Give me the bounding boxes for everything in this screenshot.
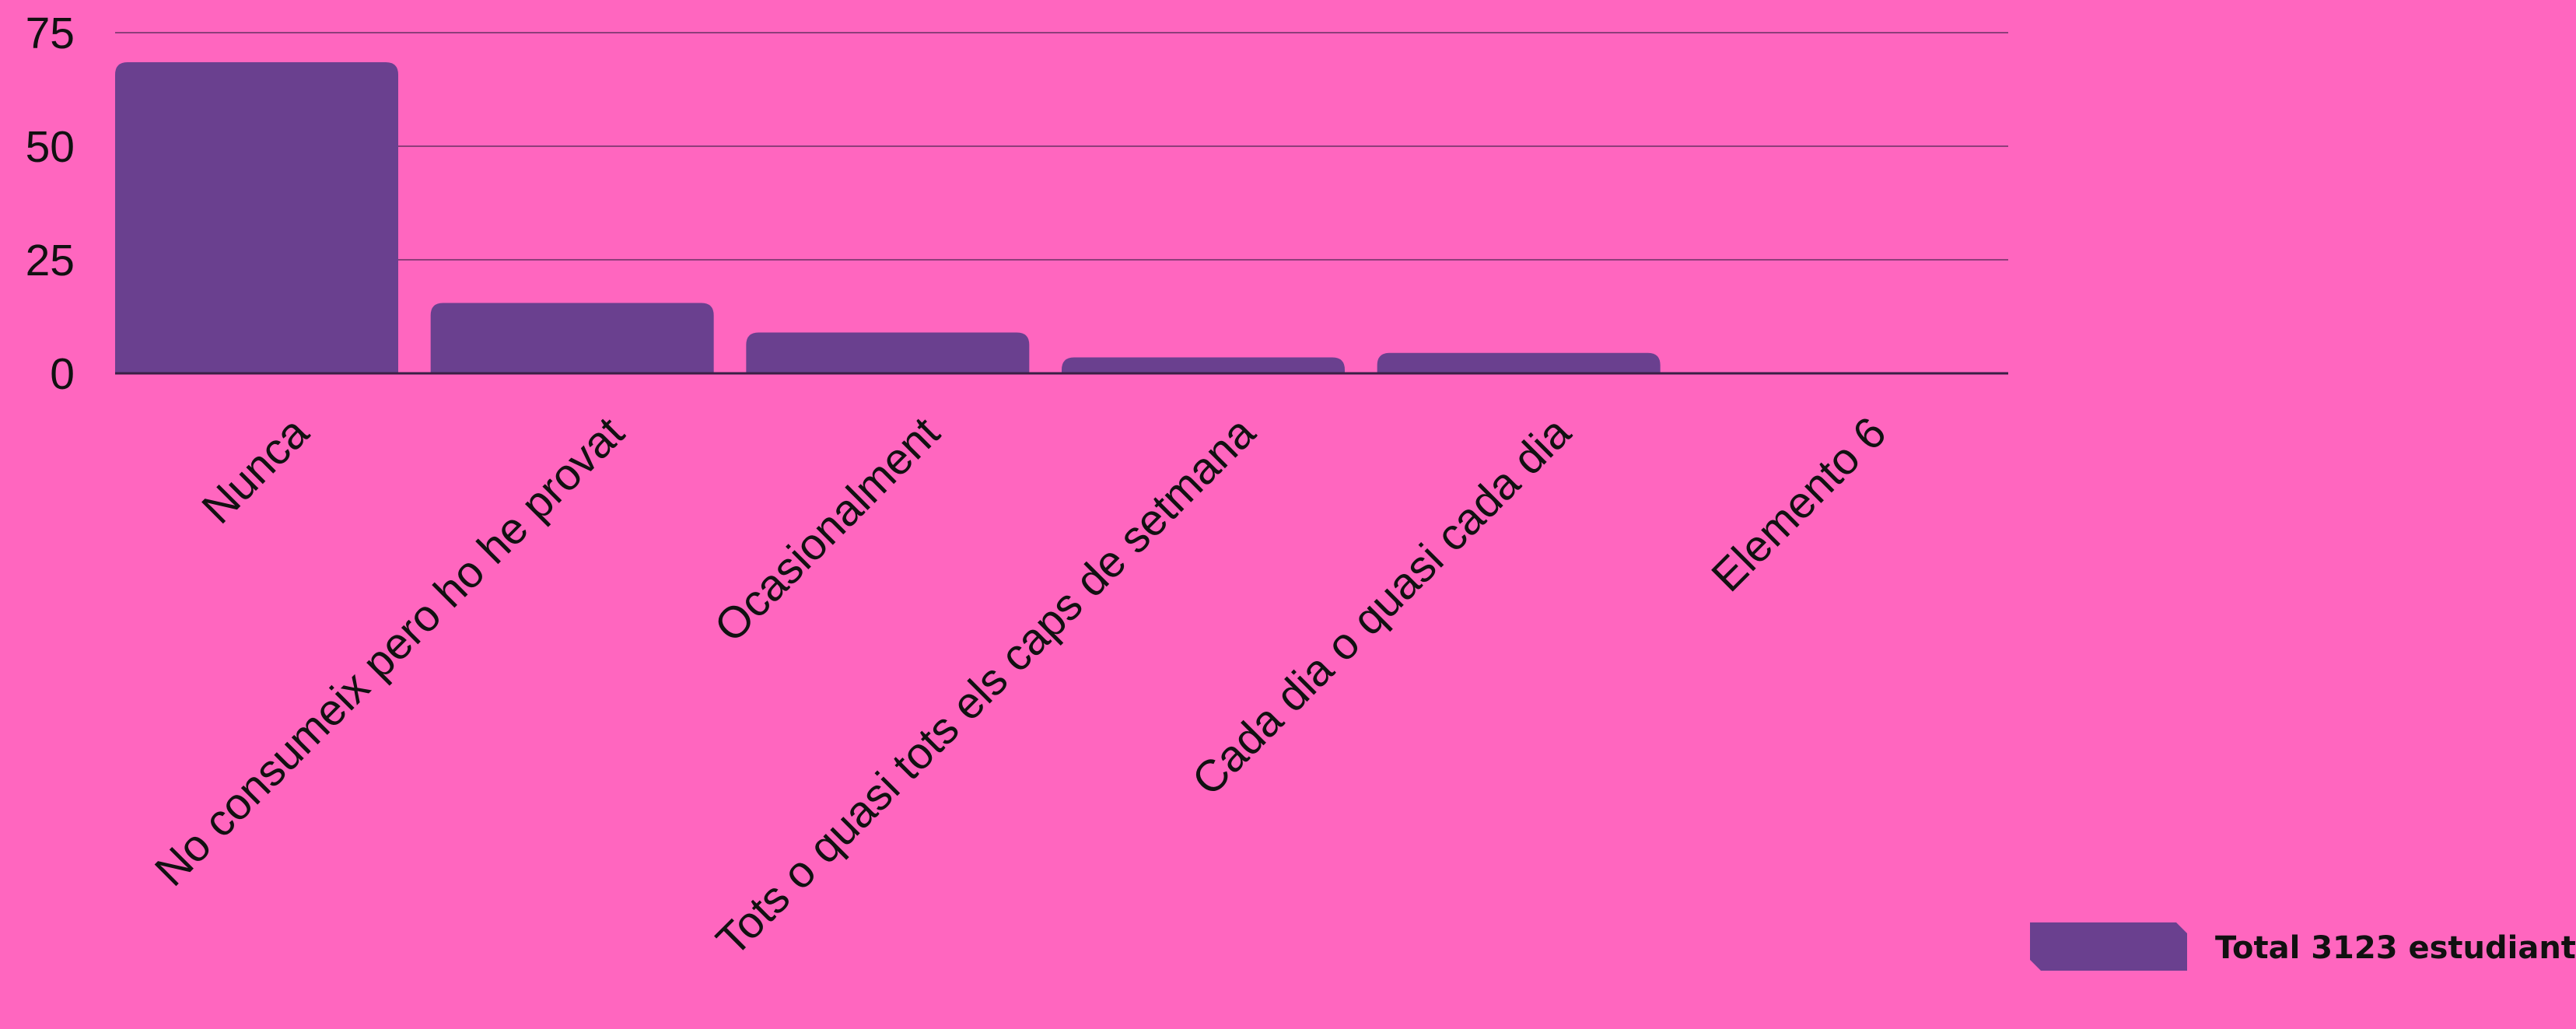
bar <box>430 303 714 373</box>
bar <box>746 332 1030 373</box>
legend-swatch <box>2030 922 2187 971</box>
y-tick-label: 50 <box>26 122 75 172</box>
y-tick-label: 75 <box>26 9 75 58</box>
x-category-label: Nunca <box>192 408 318 534</box>
bars <box>115 61 1661 374</box>
x-category-label: Tots o quasi tots els caps de setmana <box>707 408 1265 966</box>
bar <box>1377 352 1661 373</box>
bar <box>1062 357 1345 373</box>
gridlines <box>115 32 2008 261</box>
y-axis-tick-labels: 0 25 50 75 <box>26 9 75 399</box>
legend-label: Total 3123 estudiants <box>2215 930 2576 966</box>
bar <box>115 61 398 374</box>
x-category-label: Cada dia o quasi cada dia <box>1183 408 1581 806</box>
y-tick-label: 0 <box>50 349 75 399</box>
legend: Total 3123 estudiants <box>2030 922 2576 971</box>
y-tick-label: 25 <box>26 236 75 285</box>
x-category-label: Ocasionalment <box>705 408 949 652</box>
x-category-label: Elemento 6 <box>1702 408 1895 601</box>
